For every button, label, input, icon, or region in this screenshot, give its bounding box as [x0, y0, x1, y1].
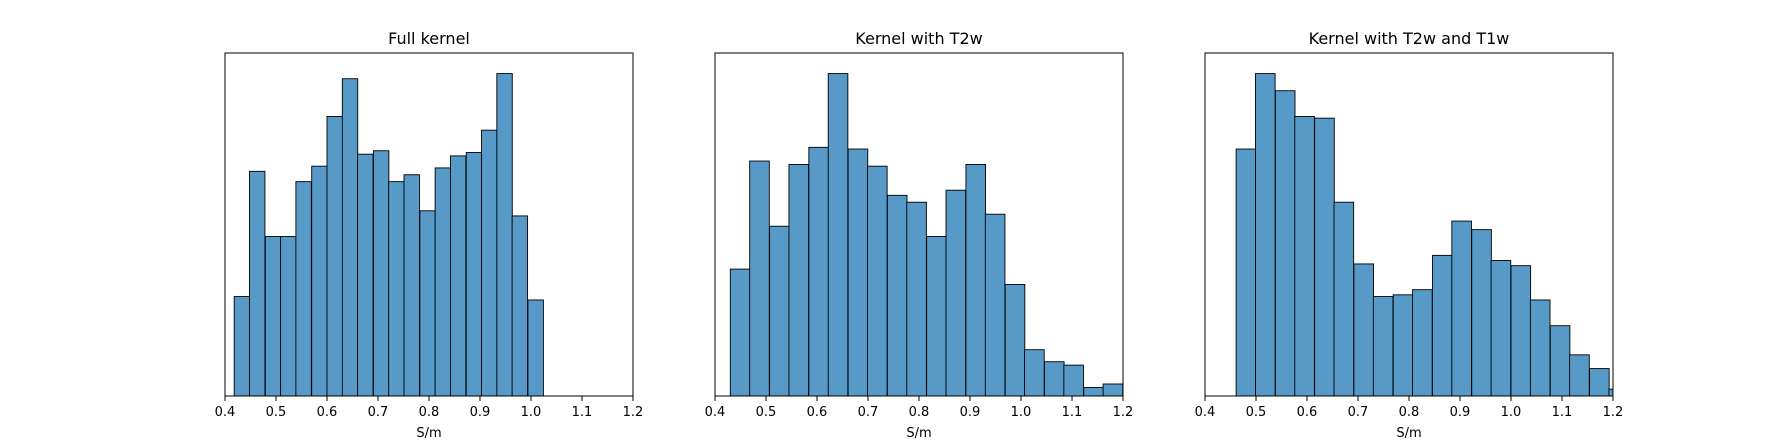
histogram-bar	[769, 225, 790, 397]
x-tick-label: 0.5	[266, 405, 287, 420]
histogram-bar	[867, 165, 888, 397]
histogram-bar	[1333, 201, 1355, 397]
x-tick-label: 0.7	[1348, 405, 1369, 420]
x-tick-label: 1.0	[1011, 405, 1032, 420]
histogram-bar	[729, 268, 751, 397]
x-tick-label: 0.9	[960, 405, 981, 420]
histogram-bar	[249, 170, 266, 397]
x-tick-label: 1.2	[623, 405, 644, 420]
histogram-bar	[1608, 388, 1614, 397]
histogram-bar	[1004, 284, 1026, 397]
histogram-bar	[1412, 289, 1433, 397]
x-tick-label: 0.5	[756, 405, 777, 420]
histogram-bar	[1294, 116, 1315, 397]
histogram-bar	[984, 213, 1006, 397]
x-tick-label: 1.2	[1603, 405, 1624, 420]
histogram-bar	[1255, 73, 1276, 397]
chart-panel-3: 0.4 0.5 0.6 0.7 0.8 0.9 1.0 1.1 1.2 Kernel with T…	[1195, 29, 1624, 441]
histogram-bar	[511, 215, 529, 397]
histogram-bar	[1102, 383, 1124, 397]
histogram-bar	[1510, 265, 1532, 397]
x-tick-label: 1.1	[1062, 405, 1083, 420]
histogram-bar	[527, 299, 544, 397]
histogram-bar	[419, 210, 436, 397]
histogram-bar	[496, 73, 513, 397]
histogram-bar	[403, 174, 420, 397]
x-tick-label: 1.2	[1113, 405, 1134, 420]
histogram-bar	[465, 152, 483, 397]
histogram-bar	[1451, 220, 1472, 397]
histogram-bar	[1353, 263, 1375, 397]
x-tick-label: 0.8	[419, 405, 440, 420]
histogram-bar	[749, 160, 770, 397]
chart-title: Kernel with T2w	[855, 29, 982, 48]
x-tick-label: 1.1	[572, 405, 593, 420]
chart-panel-2: 0.4 0.5 0.6 0.7 0.8 0.9 1.0 1.1 1.2 Kernel with T…	[705, 29, 1134, 441]
histogram-bar	[1314, 117, 1335, 397]
x-tick-label: 0.8	[909, 405, 930, 420]
histogram-bar	[965, 164, 987, 397]
histogram-bar	[1024, 349, 1045, 397]
histogram-bar	[295, 181, 312, 397]
histogram-bar	[1569, 354, 1590, 397]
x-tick-label: 0.9	[470, 405, 491, 420]
histogram-bar	[1044, 361, 1065, 397]
histogram-bar	[1392, 294, 1414, 397]
histogram-bar	[906, 201, 927, 397]
histogram-bar	[481, 129, 498, 397]
x-tick-label: 0.9	[1450, 405, 1471, 420]
histogram-bar	[827, 73, 849, 397]
histogram-bar	[233, 296, 251, 397]
chart-title: Full kernel	[388, 29, 470, 48]
histogram-bar	[1432, 254, 1453, 397]
x-axis-label: S/m	[1396, 426, 1421, 441]
x-tick-label: 1.0	[1501, 405, 1522, 420]
histogram-bar	[1589, 368, 1610, 397]
x-tick-label: 0.8	[1399, 405, 1420, 420]
histogram-bar	[388, 181, 405, 397]
histogram-bar	[357, 153, 374, 397]
histogram-bar	[1529, 299, 1551, 397]
x-tick-label: 0.7	[368, 405, 389, 420]
histogram-bar	[326, 116, 343, 397]
x-tick-label: 1.0	[521, 405, 542, 420]
histogram-bar	[1063, 364, 1084, 397]
histogram-bar	[847, 148, 869, 397]
x-tick-label: 0.4	[215, 405, 236, 420]
histogram-bar	[341, 78, 359, 397]
histogram-bar	[434, 167, 452, 397]
x-axis-label: S/m	[416, 426, 441, 441]
histogram-bar	[1372, 296, 1394, 397]
x-tick-label: 0.6	[807, 405, 828, 420]
x-tick-label: 0.5	[1246, 405, 1267, 420]
histogram-bar	[1083, 386, 1104, 397]
histogram-bar	[264, 236, 282, 397]
histogram-bar	[788, 164, 810, 397]
histogram-bar	[449, 155, 467, 397]
histogram-bar	[945, 189, 967, 397]
x-tick-label: 0.6	[317, 405, 338, 420]
histogram-bar	[1274, 90, 1296, 397]
histogram-bar	[1490, 260, 1512, 397]
histogram-bar	[311, 165, 328, 397]
histogram-bar	[1471, 229, 1492, 397]
histogram-bar	[280, 236, 297, 397]
chart-panel-1: 0.4 0.5 0.6 0.7 0.8 0.9 1.0 1.1 1.2 Full kernel S/…	[215, 29, 644, 441]
histogram-bar	[808, 146, 829, 397]
histogram-bar	[1235, 148, 1257, 397]
histogram-bar	[372, 150, 390, 397]
chart-title: Kernel with T2w and T1w	[1309, 29, 1510, 48]
x-tick-label: 0.4	[705, 405, 726, 420]
x-tick-label: 1.1	[1552, 405, 1573, 420]
histogram-bar	[926, 236, 947, 397]
x-axis-label: S/m	[906, 426, 931, 441]
x-tick-label: 0.4	[1195, 405, 1216, 420]
x-tick-label: 0.7	[858, 405, 879, 420]
histogram-bar	[886, 194, 908, 397]
x-tick-label: 0.6	[1297, 405, 1318, 420]
histogram-bar	[1549, 325, 1571, 397]
